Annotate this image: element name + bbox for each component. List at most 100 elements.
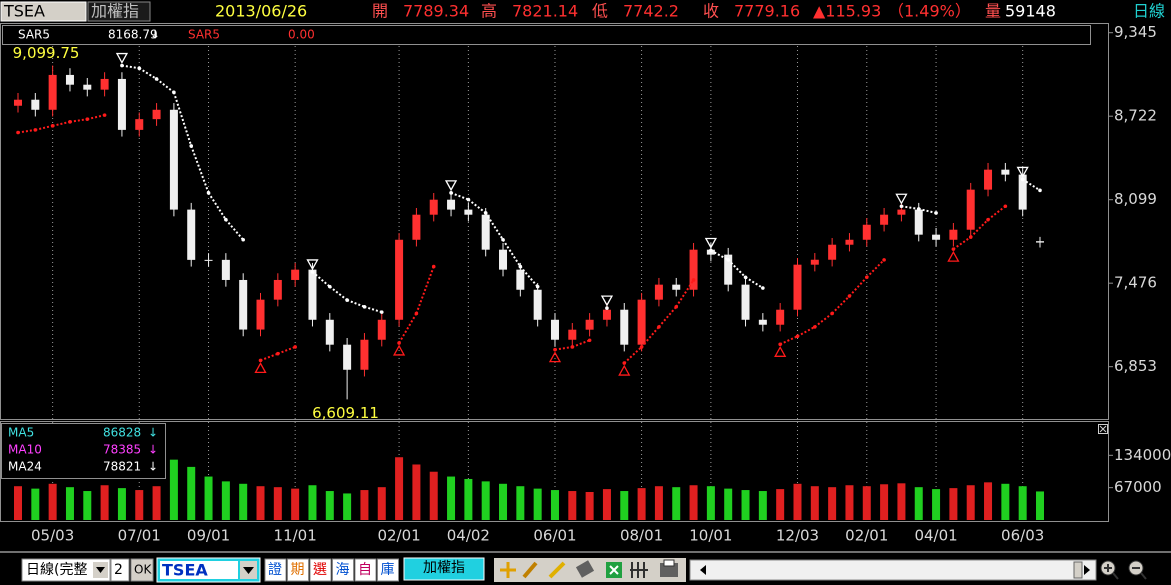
candle-body [325, 319, 334, 345]
toolbar-button[interactable] [309, 558, 332, 582]
pencil-icon[interactable] [548, 561, 566, 579]
candle-body [758, 319, 767, 325]
candle-body [654, 284, 663, 300]
volume-bar [932, 489, 941, 520]
candle-body [620, 309, 629, 345]
button-group: 證期選海自庫 [264, 558, 399, 582]
sar-point [1038, 188, 1042, 193]
symbol-dropdown-arrow [243, 567, 254, 574]
volume-bar [204, 476, 213, 520]
candle-body [31, 99, 40, 110]
volume-bar [862, 486, 871, 520]
volume-bar [533, 488, 542, 520]
name: 加權指 [91, 2, 139, 21]
toolbar-button[interactable] [264, 558, 287, 582]
candle-body [377, 319, 386, 340]
sar-flip-marker [618, 364, 631, 376]
candle-body [412, 214, 421, 240]
candle-body [100, 78, 109, 90]
volume-bar [325, 491, 334, 520]
volume-bar [568, 491, 577, 520]
candle-body [550, 319, 559, 340]
legend-name: SAR5 [18, 28, 50, 42]
sar-link [364, 305, 383, 314]
volume-bar [828, 487, 837, 520]
scroll-thumb[interactable] [1073, 561, 1083, 579]
volume-legend-arrow: ↓ [148, 460, 158, 474]
toolbar-button-label: 證 [268, 561, 282, 578]
sar-flip-marker [600, 295, 614, 307]
candle-body [1001, 169, 1010, 175]
sar-point [761, 286, 765, 290]
sar-flip-marker [704, 237, 717, 249]
volume-bar [949, 488, 958, 520]
sar-link [901, 205, 919, 210]
sar-link [797, 325, 816, 338]
name-button[interactable] [403, 557, 485, 581]
candle-body [256, 299, 265, 330]
symbol-box[interactable] [0, 1, 87, 22]
scroll-left[interactable] [700, 565, 706, 575]
volume-bar [377, 487, 386, 520]
volume-bar [273, 487, 282, 520]
volume-bar [845, 485, 854, 520]
volume-bar [464, 478, 473, 520]
toolbar-button-label: 庫 [381, 561, 395, 578]
volume-y-tick-label: 134000 [1114, 446, 1171, 464]
ok-button[interactable] [130, 558, 154, 582]
candle-body [1036, 241, 1044, 243]
sar-point [102, 113, 107, 117]
sar-link [554, 345, 573, 351]
legend-box [2, 25, 1091, 45]
volume-bar [793, 483, 802, 520]
scroll-right[interactable] [1084, 565, 1090, 575]
toolbar-button-label: 海 [336, 562, 350, 578]
count-input[interactable] [110, 558, 130, 582]
volume-bar [48, 483, 57, 520]
quote-label: 收 [703, 2, 719, 21]
period-select[interactable] [21, 558, 111, 582]
volume-legend-value: 78385 [103, 443, 141, 457]
sar-link [952, 236, 972, 250]
toolbar-button[interactable] [287, 558, 309, 582]
compare-icon[interactable] [630, 562, 648, 578]
volume-legend-arrow: ↓ [148, 443, 158, 457]
sar-point [882, 258, 886, 262]
sar-link [69, 118, 88, 123]
candle-body [464, 209, 473, 215]
toolbar-button[interactable] [377, 558, 399, 582]
count: 2 [114, 562, 123, 578]
sar-link [484, 212, 504, 241]
sar-link [155, 78, 175, 94]
x-tick-label: 06/03 [1001, 527, 1044, 545]
x-tick-label: 12/03 [776, 527, 819, 545]
zoom-out-mark [1132, 567, 1147, 580]
candle-body [14, 99, 22, 106]
crosshair-icon[interactable] [500, 562, 516, 578]
sar-link [277, 346, 296, 355]
sar-link [814, 312, 833, 328]
x-tick-label: 02/01 [377, 527, 420, 545]
sar-link [260, 352, 279, 362]
header-bar [0, 0, 1171, 22]
candle-body [845, 239, 854, 245]
candle-body [914, 209, 923, 235]
toolbar-button[interactable] [354, 558, 377, 582]
candle-body [152, 109, 161, 120]
volume-legend-name: MA5 [8, 426, 34, 440]
eraser-icon[interactable] [575, 560, 595, 578]
volume-bar [65, 487, 74, 520]
quote-value: 7779.16 [734, 2, 800, 21]
wrench-icon[interactable] [522, 561, 538, 579]
sar-link [346, 299, 365, 308]
volume-bar [499, 483, 508, 520]
volume-bar [550, 490, 559, 520]
toolbar-button[interactable] [332, 558, 354, 582]
sar-link [225, 219, 244, 241]
volume-bar [221, 481, 230, 520]
candle-body [447, 199, 456, 210]
quote-label: 高 [481, 2, 497, 21]
scrollbar[interactable] [689, 559, 1097, 581]
candle-body [949, 229, 958, 240]
